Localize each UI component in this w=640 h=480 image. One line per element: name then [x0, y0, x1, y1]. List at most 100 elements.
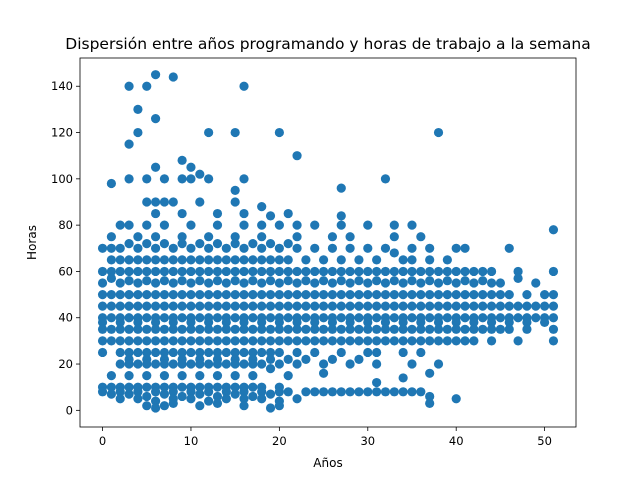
- scatter-point: [106, 371, 116, 381]
- scatter-point: [513, 273, 523, 283]
- scatter-point: [133, 387, 143, 397]
- scatter-point: [150, 162, 161, 172]
- scatter-point: [531, 313, 541, 323]
- scatter-point: [433, 266, 444, 277]
- scatter-point: [283, 276, 293, 286]
- scatter-point: [469, 317, 479, 327]
- scatter-point: [389, 313, 399, 323]
- scatter-point: [124, 276, 134, 286]
- scatter-point: [177, 289, 187, 300]
- scatter-point: [398, 301, 408, 311]
- scatter-point: [195, 169, 205, 179]
- scatter-point: [230, 324, 240, 334]
- scatter-point: [372, 313, 382, 323]
- scatter-point: [186, 255, 196, 265]
- scatter-point: [186, 220, 196, 230]
- scatter-point: [150, 301, 161, 311]
- scatter-point: [425, 398, 435, 408]
- scatter-point: [310, 301, 320, 311]
- scatter-point: [177, 239, 187, 249]
- scatter-point: [327, 336, 338, 346]
- scatter-point: [142, 391, 152, 402]
- scatter-point: [398, 336, 408, 346]
- scatter-point: [159, 371, 170, 381]
- scatter-point: [115, 255, 125, 265]
- scatter-point: [124, 336, 134, 346]
- scatter-point: [168, 243, 178, 253]
- scatter-point: [186, 289, 196, 300]
- scatter-point: [301, 276, 311, 286]
- scatter-point: [318, 289, 329, 300]
- scatter-point: [292, 336, 302, 346]
- scatter-point: [292, 324, 302, 334]
- x-tick-label: 40: [449, 434, 464, 448]
- scatter-point: [230, 389, 240, 399]
- scatter-point: [239, 336, 249, 346]
- scatter-point: [133, 127, 143, 138]
- scatter-point: [416, 317, 426, 327]
- scatter-point: [221, 387, 231, 397]
- scatter-point: [301, 255, 311, 265]
- scatter-point: [133, 336, 143, 346]
- scatter-point: [274, 289, 284, 300]
- scatter-point: [407, 243, 417, 253]
- scatter-point: [150, 266, 161, 277]
- scatter-point: [115, 289, 125, 300]
- y-axis-label: Horas: [25, 225, 39, 260]
- scatter-point: [212, 359, 223, 369]
- scatter-point: [469, 301, 479, 311]
- scatter-point: [380, 324, 391, 334]
- scatter-point: [230, 371, 240, 381]
- scatter-point: [425, 313, 435, 323]
- scatter-point: [212, 391, 223, 402]
- scatter-point: [239, 347, 249, 358]
- scatter-point: [274, 266, 284, 277]
- scatter-point: [265, 389, 276, 399]
- scatter-point: [230, 276, 240, 286]
- scatter-point: [318, 276, 329, 286]
- scatter-point: [548, 336, 559, 346]
- scatter-point: [133, 243, 143, 253]
- scatter-point: [212, 208, 223, 219]
- scatter-point: [230, 127, 240, 138]
- scatter-point: [460, 324, 470, 334]
- scatter-point: [548, 313, 559, 323]
- scatter-point: [442, 289, 452, 300]
- scatter-point: [186, 394, 196, 404]
- scatter-point: [336, 313, 346, 323]
- scatter-point: [142, 324, 152, 334]
- scatter-point: [248, 255, 258, 265]
- scatter-point: [115, 336, 125, 346]
- scatter-point: [159, 276, 170, 286]
- scatter-point: [380, 278, 391, 288]
- scatter-point: [363, 387, 373, 397]
- scatter-point: [495, 278, 506, 288]
- scatter-point: [204, 336, 214, 346]
- scatter-point: [212, 336, 223, 346]
- scatter-point: [257, 336, 267, 346]
- scatter-point: [318, 336, 329, 346]
- scatter-point: [504, 317, 514, 327]
- scatter-point: [97, 347, 108, 358]
- scatter-point: [416, 336, 426, 346]
- scatter-point: [354, 336, 364, 346]
- scatter-point: [274, 127, 284, 138]
- scatter-point: [292, 317, 302, 327]
- scatter-point: [292, 359, 302, 369]
- scatter-point: [142, 359, 152, 369]
- scatter-point: [97, 266, 108, 277]
- scatter-point: [168, 347, 178, 358]
- scatter-point: [318, 324, 329, 334]
- scatter-point: [257, 243, 267, 253]
- scatter-point: [548, 225, 559, 235]
- scatter-point: [318, 313, 329, 323]
- scatter-point: [372, 266, 382, 277]
- scatter-point: [239, 387, 249, 397]
- scatter-point: [257, 266, 267, 277]
- scatter-point: [177, 313, 187, 323]
- scatter-point: [318, 387, 329, 397]
- scatter-point: [301, 313, 311, 323]
- scatter-point: [425, 255, 435, 265]
- scatter-point: [310, 266, 320, 277]
